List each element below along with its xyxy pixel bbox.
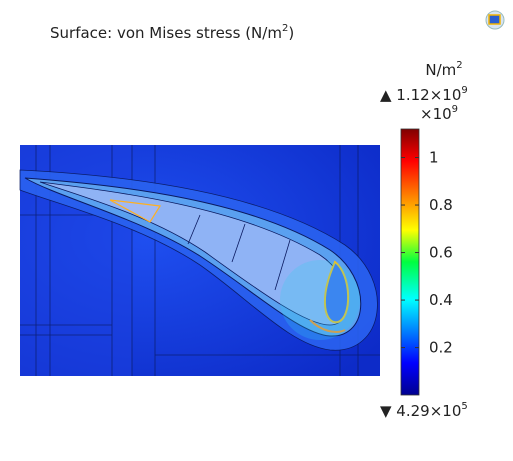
- colorbar: [400, 128, 420, 396]
- factor-text: ×10: [420, 105, 452, 123]
- tick-label: 0.6: [429, 244, 453, 262]
- title-sup: 2: [282, 23, 288, 34]
- colorbar-unit: N/m2: [425, 60, 462, 79]
- unit-sup: 2: [456, 60, 462, 71]
- tick-label: 0.8: [429, 196, 453, 214]
- tick-label: 0.4: [429, 291, 453, 309]
- min-text: ▼ 4.29×10: [380, 402, 461, 420]
- colorbar-max: ▲ 1.12×109: [380, 85, 468, 104]
- colorbar-factor: ×109: [420, 104, 458, 123]
- colorbar-min: ▼ 4.29×105: [380, 401, 468, 420]
- title-text: Surface: von Mises stress (N/m: [50, 24, 282, 42]
- app-icon[interactable]: [485, 10, 505, 30]
- tick-label: 0.2: [429, 339, 453, 357]
- plot-title: Surface: von Mises stress (N/m2): [50, 23, 294, 42]
- surface-plot: [19, 145, 380, 376]
- max-text: ▲ 1.12×10: [380, 86, 461, 104]
- max-sup: 9: [461, 85, 467, 96]
- min-sup: 5: [461, 401, 467, 412]
- unit-text: N/m: [425, 61, 456, 79]
- title-end: ): [288, 24, 294, 42]
- factor-sup: 9: [452, 104, 458, 115]
- colorbar-ticks: 0.2 0.4 0.6 0.8 1: [401, 149, 453, 357]
- tick-label: 1: [429, 149, 439, 167]
